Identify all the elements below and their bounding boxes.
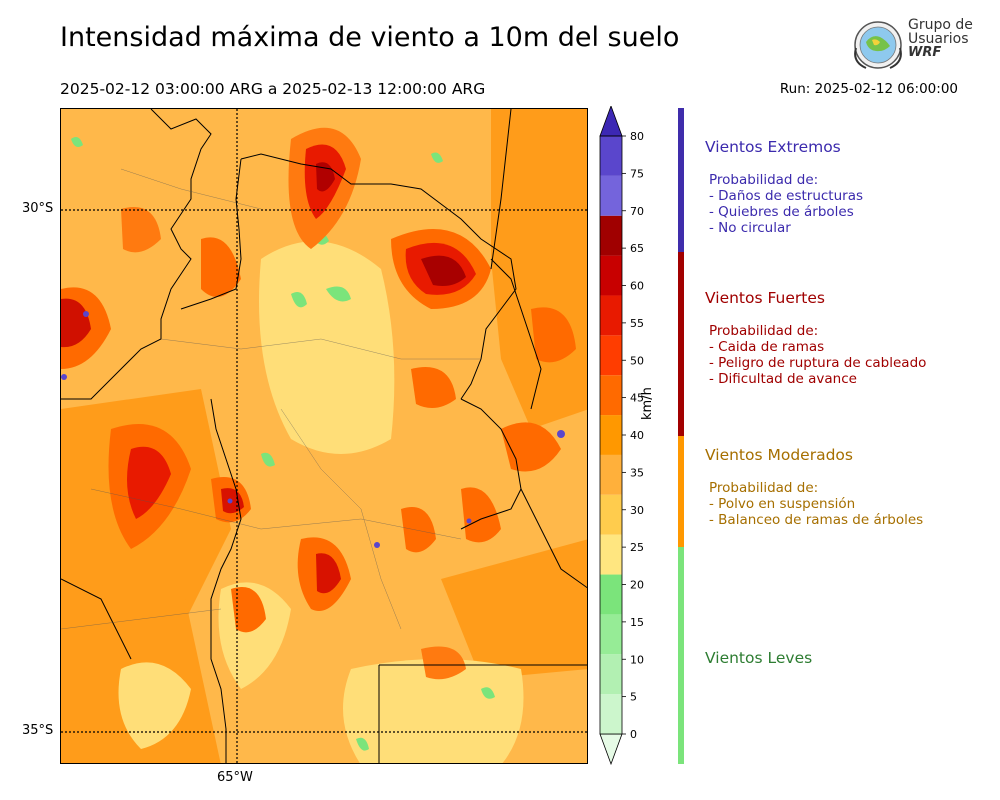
category-description: Probabilidad de: - Caida de ramas - Peligr… [709,323,926,387]
colorbar-segment [600,335,622,376]
colorbar-segment [600,494,622,535]
colorbar-tick-label: 80 [630,130,644,143]
colorbar-tick-label: 65 [630,242,644,255]
colorbar-segment [600,614,622,655]
lat-label-30s: 30°S [22,201,54,216]
colorbar-segment [600,136,622,176]
colorbar-tick-label: 45 [630,392,644,405]
colorbar-segment [600,534,622,575]
category-line: Probabilidad de: [709,323,819,339]
globe-logo-icon [854,21,902,69]
colorbar-tick-label: 20 [630,579,644,592]
lat-label-35s: 35°S [22,723,54,738]
category-line: - No circular [709,220,791,236]
category-line: Probabilidad de: [709,172,819,188]
colorbar-segment [600,415,622,455]
colorbar-tick-label: 75 [630,167,644,180]
colorbar-segment [600,574,622,615]
colorbar-tick-label: 30 [630,504,644,517]
colorbar-segment [599,733,623,766]
category-bar-1 [678,252,684,436]
colorbar-segment [600,175,622,216]
colorbar-tick-label: 60 [630,280,644,293]
forecast-period: 2025-02-12 03:00:00 ARG a 2025-02-13 12:… [60,80,486,98]
category-bar-0 [678,108,684,252]
colorbar-tick-label: 5 [630,691,637,704]
category-line: Probabilidad de: [709,480,819,496]
colorbar-tick-label: 40 [630,429,644,442]
colorbar-segment [600,654,622,695]
colorbar-tick-label: 25 [630,541,644,554]
category-description: Probabilidad de: - Polvo en suspensión - B… [709,480,923,528]
category-title: Vientos Extremos [705,138,841,156]
colorbar-segment [600,295,622,336]
category-title: Vientos Fuertes [705,289,825,307]
colorbar-segment [600,454,622,495]
colorbar-segment [600,375,622,416]
category-line: - Polvo en suspensión [709,496,856,512]
colorbar-tick-label: 0 [630,728,637,741]
logo-line-3: WRF [908,45,942,60]
category-line: - Peligro de ruptura de cableado [709,355,927,371]
colorbar-segment [600,694,622,734]
colorbar-tick-label: 55 [630,317,644,330]
colorbar-tick-label: 50 [630,354,644,367]
colorbar: 0 5 10 15 20 25 30 35 40 45 50 55 60 65 70 75 80 [599,106,644,766]
logo-text: Grupo de Usuarios WRF [908,18,973,60]
category-title: Vientos Leves [705,649,813,667]
wind-map [60,108,588,764]
category-bar-3 [678,547,684,764]
colorbar-tick-label: 70 [630,205,644,218]
category-line: - Quiebres de árboles [709,204,854,220]
colorbar-tick-label: 35 [630,466,644,479]
lon-label-65w: 65°W [217,770,253,785]
map-title: Intensidad máxima de viento a 10m del su… [60,22,680,53]
wind-field-svg [61,109,587,763]
colorbar-tick-label: 15 [630,616,644,629]
category-line: - Caida de ramas [709,339,825,355]
colorbar-unit: km/h [640,387,655,420]
logo-line-1: Grupo de [908,17,973,33]
category-title: Vientos Moderados [705,446,853,464]
category-line: - Daños de estructuras [709,188,864,204]
category-line: - Dificultad de avance [709,371,857,387]
colorbar-segment [600,215,622,256]
logo-line-2: Usuarios [908,31,969,47]
colorbar-tick-label: 10 [630,653,644,666]
run-timestamp: Run: 2025-02-12 06:00:00 [779,81,958,97]
colorbar-segment [600,255,622,296]
category-description: Probabilidad de: - Daños de estructuras - … [709,172,863,236]
category-line: - Balanceo de ramas de árboles [709,512,924,528]
category-bar-2 [678,436,684,547]
colorbar-segment [599,106,623,137]
